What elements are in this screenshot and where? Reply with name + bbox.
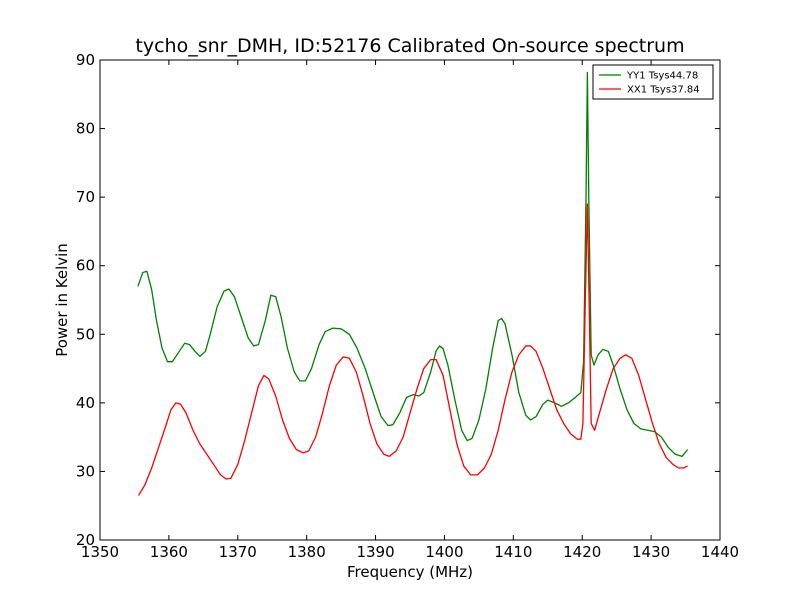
- x-tick-label: 1360: [150, 543, 188, 561]
- chart-title: tycho_snr_DMH, ID:52176 Calibrated On-so…: [135, 35, 684, 57]
- y-tick-label: 20: [76, 531, 95, 549]
- y-tick-label: 80: [76, 120, 95, 138]
- legend-box: [592, 64, 714, 100]
- x-tick-label: 1440: [701, 543, 739, 561]
- y-axis-label: Power in Kelvin: [53, 243, 71, 357]
- y-tick-label: 90: [76, 51, 95, 69]
- x-tick-label: 1380: [288, 543, 326, 561]
- x-tick-label: 1410: [494, 543, 532, 561]
- legend-label-1: YY1 Tsys44.78: [626, 71, 698, 82]
- y-tick-label: 40: [76, 394, 95, 412]
- series-line-2: [138, 203, 688, 496]
- axes-frame: [99, 59, 721, 541]
- x-axis-label: Frequency (MHz): [347, 563, 473, 581]
- y-tick-label: 70: [76, 188, 95, 206]
- x-tick-label: 1430: [632, 543, 670, 561]
- x-tick-label: 1400: [425, 543, 463, 561]
- y-tick-label: 30: [76, 462, 95, 480]
- legend-label-2: XX1 Tsys37.84: [627, 85, 700, 96]
- legend: YY1 Tsys44.78 XX1 Tsys37.84: [592, 64, 714, 100]
- x-tick-label: 1390: [356, 543, 394, 561]
- x-tick-label: 1350: [81, 543, 119, 561]
- y-tick-label: 60: [76, 257, 95, 275]
- x-tick-label: 1370: [219, 543, 257, 561]
- x-tick-label: 1420: [563, 543, 601, 561]
- y-tick-label: 50: [76, 325, 95, 343]
- plot-area: 1350 1360 1370 1380 1390 1400 1410 1420 1430 1440…: [76, 51, 739, 561]
- series-line-1: [137, 71, 689, 457]
